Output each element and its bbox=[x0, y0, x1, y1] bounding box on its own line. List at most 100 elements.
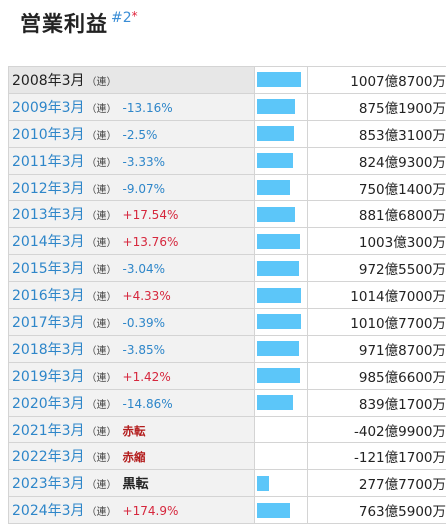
operating-profit-value: 763億5900万 bbox=[307, 496, 446, 525]
table-row: 2019年3月 （連） +1.42% 985億6600万 bbox=[8, 361, 446, 390]
bar-cell bbox=[254, 254, 308, 283]
value-bar bbox=[257, 287, 301, 303]
fiscal-period-link[interactable]: 2022年3月 bbox=[12, 449, 85, 466]
operating-profit-value: 1003億300万 bbox=[307, 227, 446, 256]
operating-profit-value: 839億1700万 bbox=[307, 388, 446, 417]
operating-profit-value: 1010億7700万 bbox=[307, 308, 446, 336]
period-cell: 2021年3月 （連） 赤転 bbox=[8, 415, 255, 444]
yoy-change: -13.16% bbox=[122, 100, 173, 115]
value-bar bbox=[257, 233, 300, 249]
table-row: 2016年3月 （連） +4.33% 1014億7000万 bbox=[8, 281, 446, 310]
operating-profit-value: 750億1400万 bbox=[307, 173, 446, 202]
footnote-link[interactable]: #2 bbox=[111, 10, 132, 26]
yoy-change: +17.54% bbox=[122, 208, 179, 223]
period-cell: 2015年3月 （連） -3.04% bbox=[8, 254, 255, 283]
operating-profit-table: 2008年3月 （連） 1007億8700万 2009年3月 （連） -13.16% 875… bbox=[8, 66, 446, 525]
table-row: 2013年3月 （連） +17.54% 881億6800万 bbox=[8, 200, 446, 229]
fiscal-period-link[interactable]: 2016年3月 bbox=[12, 288, 85, 305]
yoy-change: +4.33% bbox=[122, 289, 171, 304]
period-cell: 2013年3月 （連） +17.54% bbox=[8, 200, 255, 229]
consolidated-marker: （連） bbox=[86, 426, 117, 438]
table-row: 2010年3月 （連） -2.5% 853億3100万 bbox=[8, 119, 446, 148]
operating-profit-value: 824億9300万 bbox=[307, 146, 446, 175]
fiscal-period-link[interactable]: 2013年3月 bbox=[12, 207, 85, 224]
value-bar bbox=[257, 395, 293, 411]
table-row: 2022年3月 （連） 赤縮 -121億1700万 bbox=[8, 442, 446, 471]
period-cell: 2014年3月 （連） +13.76% bbox=[8, 227, 255, 256]
period-cell: 2018年3月 （連） -3.85% bbox=[8, 334, 255, 363]
period-cell: 2010年3月 （連） -2.5% bbox=[8, 119, 255, 148]
fiscal-period-link[interactable]: 2017年3月 bbox=[12, 314, 85, 331]
yoy-change: -9.07% bbox=[122, 181, 165, 196]
value-bar bbox=[257, 341, 299, 357]
value-bar bbox=[257, 72, 301, 88]
section-title: 営業利益 bbox=[20, 12, 108, 36]
operating-profit-value: -121億1700万 bbox=[307, 442, 446, 471]
fiscal-period-link[interactable]: 2009年3月 bbox=[12, 99, 85, 116]
yoy-change: -2.5% bbox=[122, 127, 158, 142]
consolidated-marker: （連） bbox=[86, 211, 117, 223]
fiscal-period-link[interactable]: 2014年3月 bbox=[12, 234, 85, 251]
fiscal-period-link[interactable]: 2011年3月 bbox=[12, 153, 85, 170]
value-bar bbox=[257, 153, 293, 169]
section-header: 営業利益 #2 * bbox=[20, 8, 138, 44]
table-row: 2011年3月 （連） -3.33% 824億9300万 bbox=[8, 146, 446, 175]
table-row: 2021年3月 （連） 赤転 -402億9900万 bbox=[8, 415, 446, 444]
operating-profit-value: 881億6800万 bbox=[307, 200, 446, 229]
yoy-change: -3.33% bbox=[122, 154, 165, 169]
footnote-marker: * bbox=[131, 9, 138, 23]
operating-profit-value: 1007億8700万 bbox=[307, 66, 446, 94]
value-bar bbox=[257, 126, 294, 142]
consolidated-marker: （連） bbox=[86, 345, 117, 357]
fiscal-period-link[interactable]: 2021年3月 bbox=[12, 422, 85, 439]
table-row: 2012年3月 （連） -9.07% 750億1400万 bbox=[8, 173, 446, 202]
yoy-change: +174.9% bbox=[122, 504, 179, 519]
fiscal-period-link[interactable]: 2023年3月 bbox=[12, 476, 85, 493]
operating-profit-value: -402億9900万 bbox=[307, 415, 446, 444]
yoy-change: -3.04% bbox=[122, 262, 165, 277]
fiscal-period-link[interactable]: 2012年3月 bbox=[12, 180, 85, 197]
fiscal-period-link[interactable]: 2018年3月 bbox=[12, 341, 85, 358]
value-bar bbox=[257, 502, 290, 518]
value-bar bbox=[257, 368, 300, 384]
fiscal-period-link[interactable]: 2020年3月 bbox=[12, 395, 85, 412]
consolidated-marker: （連） bbox=[86, 238, 117, 250]
period-cell: 2017年3月 （連） -0.39% bbox=[8, 308, 255, 336]
bar-cell bbox=[254, 388, 308, 417]
consolidated-marker: （連） bbox=[86, 130, 117, 142]
value-bar bbox=[257, 314, 301, 330]
fiscal-period-link[interactable]: 2010年3月 bbox=[12, 126, 85, 143]
period-cell: 2016年3月 （連） +4.33% bbox=[8, 281, 255, 310]
table-row: 2017年3月 （連） -0.39% 1010億7700万 bbox=[8, 308, 446, 336]
period-cell: 2024年3月 （連） +174.9% bbox=[8, 496, 255, 525]
operating-profit-value: 972億5500万 bbox=[307, 254, 446, 283]
bar-cell bbox=[254, 361, 308, 390]
bar-cell bbox=[254, 442, 308, 471]
table-row: 2024年3月 （連） +174.9% 763億5900万 bbox=[8, 496, 446, 525]
fiscal-period-link[interactable]: 2019年3月 bbox=[12, 368, 85, 385]
yoy-change: +13.76% bbox=[122, 235, 179, 250]
yoy-change: 赤転 bbox=[122, 423, 146, 438]
bar-cell bbox=[254, 146, 308, 175]
period-cell: 2020年3月 （連） -14.86% bbox=[8, 388, 255, 417]
operating-profit-value: 971億8700万 bbox=[307, 334, 446, 363]
consolidated-marker: （連） bbox=[86, 372, 117, 384]
table-row: 2014年3月 （連） +13.76% 1003億300万 bbox=[8, 227, 446, 256]
table-row: 2009年3月 （連） -13.16% 875億1900万 bbox=[8, 92, 446, 121]
consolidated-marker: （連） bbox=[86, 265, 117, 277]
bar-cell bbox=[254, 469, 308, 498]
operating-profit-value: 875億1900万 bbox=[307, 92, 446, 121]
fiscal-period-link[interactable]: 2024年3月 bbox=[12, 503, 85, 520]
bar-cell bbox=[254, 496, 308, 525]
period-cell: 2011年3月 （連） -3.33% bbox=[8, 146, 255, 175]
table-body: 2008年3月 （連） 1007億8700万 2009年3月 （連） -13.16% 875… bbox=[8, 66, 446, 525]
consolidated-marker: （連） bbox=[86, 453, 117, 465]
bar-cell bbox=[254, 308, 308, 336]
fiscal-period-link[interactable]: 2015年3月 bbox=[12, 261, 85, 278]
table-row: 2015年3月 （連） -3.04% 972億5500万 bbox=[8, 254, 446, 283]
yoy-change: -0.39% bbox=[122, 315, 165, 330]
period-cell: 2022年3月 （連） 赤縮 bbox=[8, 442, 255, 471]
bar-cell bbox=[254, 415, 308, 444]
period-cell: 2009年3月 （連） -13.16% bbox=[8, 92, 255, 121]
value-bar bbox=[257, 99, 295, 115]
